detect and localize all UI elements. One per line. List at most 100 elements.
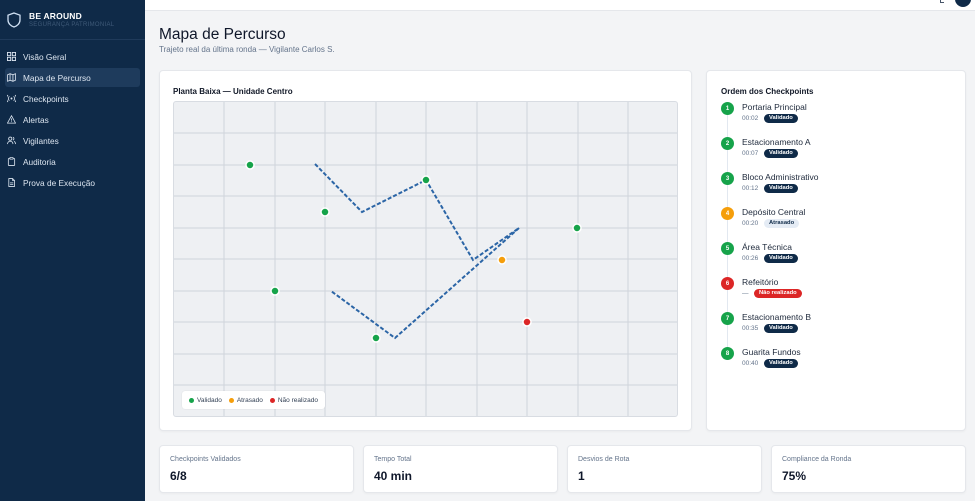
stat-label: Compliance da Ronda [782, 456, 852, 463]
brand-subtitle: SEGURANÇA PATRIMONIAL [29, 22, 115, 28]
status-badge: Validado [764, 324, 798, 333]
checkpoints-title: Ordem dos Checkpoints [721, 87, 814, 96]
floor-plan-map[interactable]: Validado Atrasado Não realizado [173, 101, 678, 417]
checkpoint-name: Refeitório [742, 277, 779, 287]
checkpoint-marker[interactable] [320, 207, 330, 217]
stat-label: Desvios de Rota [578, 456, 630, 463]
legend-item-nao-realizado: Não realizado [269, 396, 318, 404]
sidebar-item-label: Alertas [23, 114, 49, 125]
checkpoint-marker[interactable] [572, 223, 582, 233]
sidebar-item-label: Mapa de Percurso [23, 72, 91, 83]
sidebar: BE AROUND SEGURANÇA PATRIMONIAL Visão Ge… [0, 0, 145, 501]
stat-card-desvios-de-rota: Desvios de Rota 1 [567, 445, 762, 493]
checkpoint-time: 00:12 [742, 185, 759, 192]
signal-icon [5, 94, 18, 104]
checkpoint-item[interactable]: 1 Portaria Principal 00:02 Validado [721, 101, 951, 137]
checkpoint-item[interactable]: 3 Bloco Administrativo 00:12 Validado [721, 171, 951, 207]
status-badge: Não realizado [754, 289, 802, 298]
sidebar-item-label: Prova de Execução [23, 177, 95, 188]
legend-label: Não realizado [277, 396, 318, 404]
legend-label: Validado [197, 396, 222, 404]
checkpoints-list: 1 Portaria Principal 00:02 Validado 2 Es… [721, 101, 951, 381]
stat-value: 6/8 [170, 469, 187, 483]
page-subtitle: Trajeto real da última ronda — Vigilante… [159, 45, 335, 54]
checkpoint-time: 00:20 [742, 220, 759, 227]
checkpoint-item[interactable]: 5 Área Técnica 00:26 Validado [721, 241, 951, 277]
checkpoint-number: 3 [721, 172, 734, 185]
legend-dot [189, 397, 194, 403]
status-badge: Validado [764, 254, 798, 263]
legend-label: Atrasado [236, 396, 263, 404]
avatar[interactable] [955, 0, 971, 7]
checkpoint-number: 1 [721, 102, 734, 115]
checkpoint-number: 7 [721, 312, 734, 325]
sidebar-item-prova-de-execucao[interactable]: Prova de Execução [5, 173, 140, 192]
clipboard-icon [5, 157, 18, 167]
checkpoint-name: Guarita Fundos [742, 347, 801, 357]
timeline-connector [727, 185, 728, 207]
checkpoint-name: Depósito Central [742, 207, 806, 217]
checkpoint-time: 00:26 [742, 255, 759, 262]
timeline-connector [727, 290, 728, 312]
checkpoint-time: 00:35 [742, 325, 759, 332]
sidebar-item-label: Checkpoints [23, 93, 69, 104]
checkpoint-number: 5 [721, 242, 734, 255]
stat-label: Checkpoints Validados [170, 456, 241, 463]
timeline-connector [727, 220, 728, 242]
sidebar-item-checkpoints[interactable]: Checkpoints [5, 89, 140, 108]
brand[interactable]: BE AROUND SEGURANÇA PATRIMONIAL [0, 0, 145, 40]
stat-card-tempo-total: Tempo Total 40 min [363, 445, 558, 493]
shield-icon [7, 11, 21, 28]
checkpoint-item[interactable]: 7 Estacionamento B 00:35 Validado [721, 311, 951, 347]
sidebar-item-vigilantes[interactable]: Vigilantes [5, 131, 140, 150]
bell-icon[interactable] [940, 0, 944, 3]
checkpoint-markers [245, 160, 582, 343]
status-badge: Validado [764, 149, 798, 158]
users-icon [5, 136, 18, 146]
sidebar-item-auditoria[interactable]: Auditoria [5, 152, 140, 171]
status-badge: Validado [764, 114, 798, 123]
checkpoint-marker[interactable] [371, 333, 381, 343]
sidebar-item-alertas[interactable]: Alertas [5, 110, 140, 129]
map-card: Planta Baixa — Unidade Centro [159, 70, 692, 431]
main-content: Mapa de Percurso Trajeto real da última … [145, 0, 975, 501]
checkpoint-name: Estacionamento A [742, 137, 811, 147]
route-path-return [330, 227, 520, 340]
floor-plan-svg [174, 102, 677, 416]
checkpoint-item[interactable]: 8 Guarita Fundos 00:40 Validado [721, 346, 951, 381]
checkpoint-marker[interactable] [497, 255, 507, 265]
legend-item-validado: Validado [189, 397, 222, 404]
timeline-connector [727, 115, 728, 137]
checkpoint-time: 00:07 [742, 150, 759, 157]
checkpoint-number: 4 [721, 207, 734, 220]
map-title: Planta Baixa — Unidade Centro [173, 87, 293, 96]
checkpoint-name: Bloco Administrativo [742, 172, 819, 182]
checkpoint-marker[interactable] [245, 160, 255, 170]
checkpoint-marker[interactable] [270, 286, 280, 296]
map-icon [5, 73, 18, 83]
sidebar-item-mapa-de-percurso[interactable]: Mapa de Percurso [5, 68, 140, 87]
brand-title: BE AROUND [29, 11, 82, 21]
route-path [314, 163, 520, 262]
stat-value: 75% [782, 469, 807, 483]
sidebar-item-visao-geral[interactable]: Visão Geral [5, 47, 140, 66]
checkpoint-item[interactable]: 4 Depósito Central 00:20 Atrasado [721, 206, 951, 242]
status-badge: Validado [764, 184, 798, 193]
checkpoint-marker[interactable] [421, 175, 431, 185]
timeline-connector [727, 325, 728, 347]
checkpoint-item[interactable]: 6 Refeitório — Não realizado [721, 276, 951, 312]
checkpoint-time: 00:02 [742, 115, 759, 122]
timeline-connector [727, 150, 728, 172]
checkpoint-number: 8 [721, 347, 734, 360]
stat-value: 40 min [374, 469, 413, 483]
legend-dot [228, 397, 234, 403]
checkpoint-time: 00:40 [742, 360, 759, 367]
stat-value: 1 [578, 469, 585, 483]
checkpoint-name: Portaria Principal [742, 102, 807, 112]
checkpoint-marker[interactable] [522, 317, 532, 327]
map-legend: Validado Atrasado Não realizado [182, 391, 325, 409]
sidebar-item-label: Auditoria [23, 156, 56, 167]
status-badge: Validado [764, 359, 798, 368]
map-grid [174, 102, 677, 416]
checkpoint-item[interactable]: 2 Estacionamento A 00:07 Validado [721, 136, 951, 172]
